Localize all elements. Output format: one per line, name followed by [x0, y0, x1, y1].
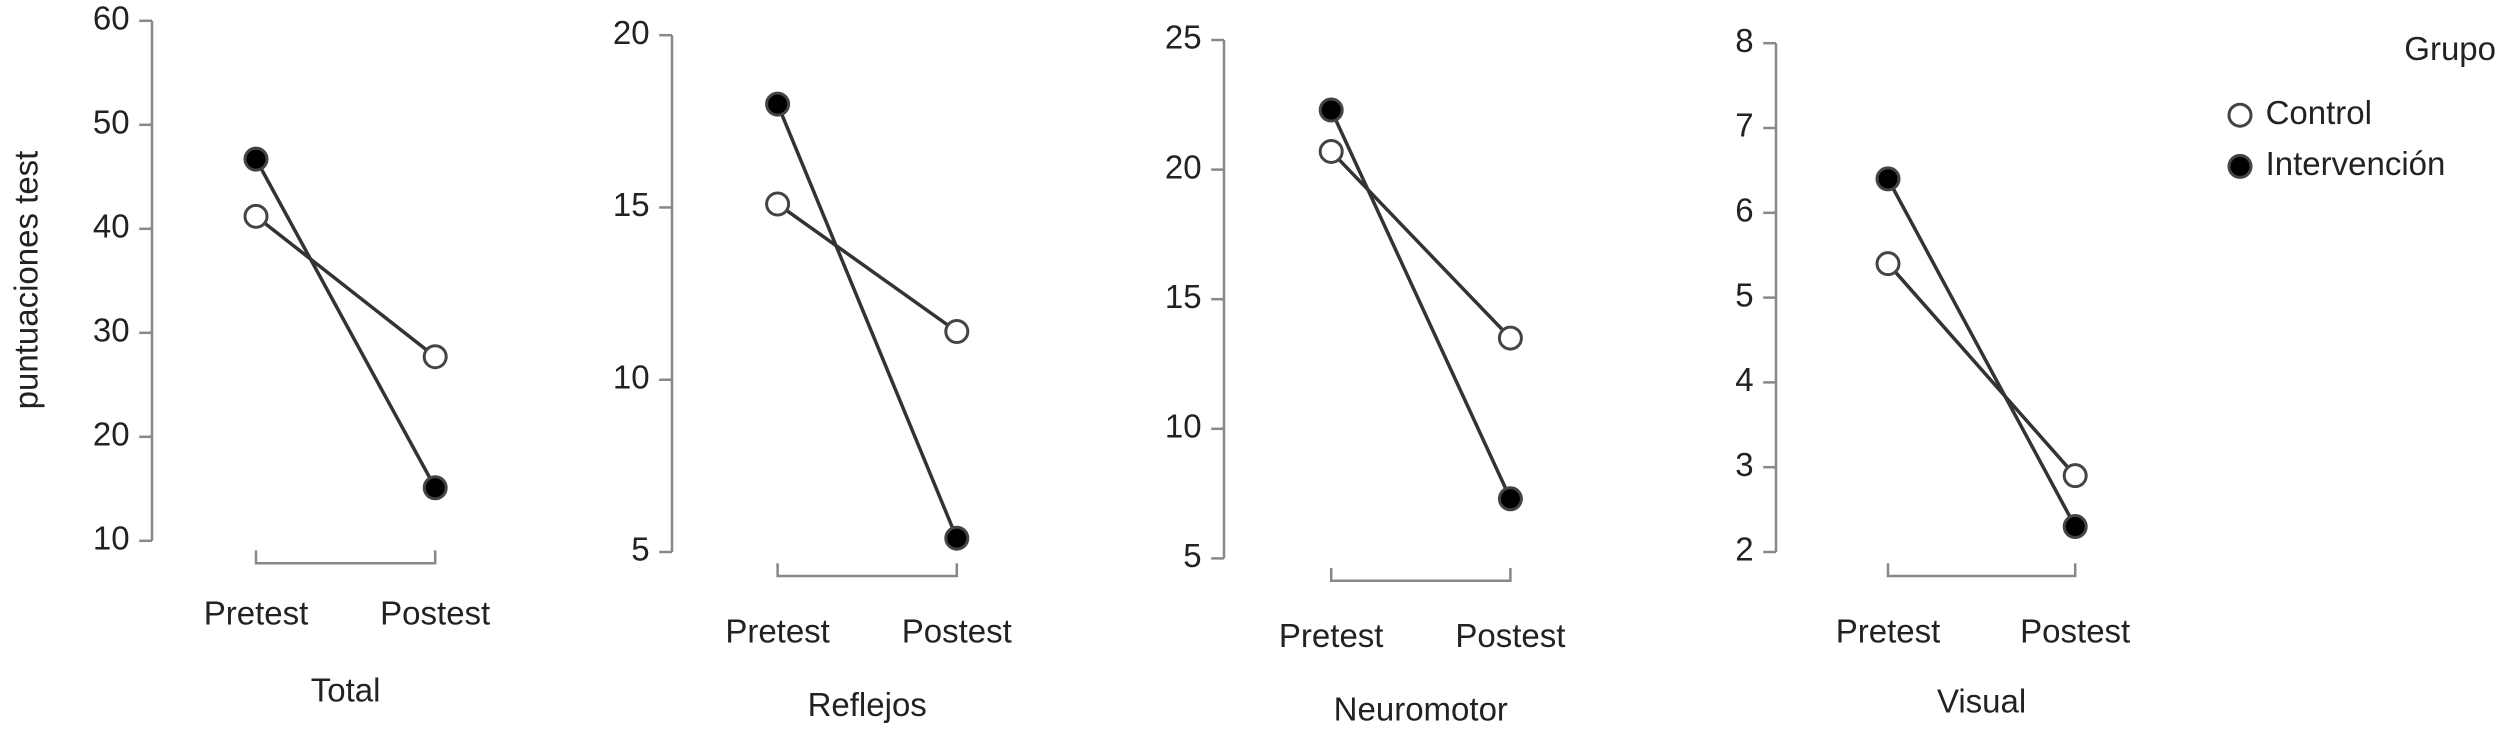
series-line: [775, 103, 959, 539]
legend-marker: [2227, 153, 2253, 179]
point: [243, 146, 269, 172]
y-tick-label: 60: [93, 0, 130, 37]
point: [944, 525, 970, 551]
x-tick-label: Pretest: [1279, 617, 1384, 654]
x-axis: [1886, 563, 2077, 578]
y-tick-label: 10: [613, 358, 650, 395]
y-tick-label: 5: [631, 531, 649, 568]
y-tick-label: 40: [93, 208, 130, 245]
legend-title: Grupo: [2404, 30, 2496, 67]
y-tick-label: 20: [613, 14, 650, 51]
y-tick-label: 3: [1735, 446, 1753, 483]
point: [765, 191, 791, 217]
series-line: [1329, 150, 1512, 340]
y-tick-label: 6: [1735, 192, 1753, 229]
x-axis-label: Visual: [1937, 683, 2026, 720]
point: [422, 344, 448, 370]
x-axis: [254, 550, 437, 565]
point: [243, 203, 269, 229]
x-tick-label: Pretest: [204, 595, 309, 632]
point: [1875, 166, 1901, 192]
y-tick-label: 8: [1735, 22, 1753, 59]
x-tick-label: Postest: [902, 612, 1012, 649]
x-tick-label: Pretest: [1836, 612, 1941, 649]
series-line: [776, 202, 958, 333]
x-tick-label: Postest: [380, 595, 490, 632]
y-tick-label: 10: [1165, 408, 1202, 445]
y-tick-label: 20: [93, 416, 130, 453]
y-tick-label: 15: [613, 186, 650, 223]
y-tick-label: 20: [1165, 148, 1202, 185]
x-axis-label: Neuromotor: [1334, 691, 1508, 728]
legend-marker: [2227, 102, 2253, 128]
y-axis-label: puntuaciones test: [8, 151, 45, 410]
y-tick-label: 10: [93, 520, 130, 557]
point: [2062, 463, 2088, 489]
legend-label: Control: [2266, 94, 2372, 131]
point: [2062, 514, 2088, 540]
y-tick-label: 30: [93, 312, 130, 349]
point: [422, 475, 448, 501]
y-tick-label: 15: [1165, 278, 1202, 315]
point: [765, 91, 791, 117]
point: [1318, 138, 1344, 164]
x-axis-label: Reflejos: [808, 686, 927, 723]
point: [1875, 251, 1901, 277]
point: [944, 318, 970, 344]
x-axis: [1329, 568, 1512, 583]
x-tick-label: Postest: [2020, 612, 2130, 649]
y-tick-label: 5: [1183, 537, 1201, 574]
y-tick-label: 4: [1735, 361, 1753, 398]
series-line: [1886, 178, 2077, 528]
x-tick-label: Postest: [1455, 617, 1565, 654]
x-axis: [776, 563, 959, 578]
point: [1497, 325, 1523, 351]
series-line: [1886, 262, 2077, 477]
y-tick-label: 50: [93, 104, 130, 141]
y-tick-label: 25: [1165, 19, 1202, 56]
legend-label: Intervención: [2266, 145, 2446, 182]
series-line: [254, 214, 437, 359]
x-tick-label: Pretest: [725, 612, 830, 649]
y-tick-label: 5: [1735, 276, 1753, 313]
x-axis-label: Total: [311, 672, 381, 709]
series-line: [254, 158, 437, 489]
point: [1318, 97, 1344, 123]
y-tick-label: 7: [1735, 107, 1753, 144]
point: [1497, 486, 1523, 512]
series-line: [1329, 109, 1512, 500]
y-tick-label: 2: [1735, 531, 1753, 568]
